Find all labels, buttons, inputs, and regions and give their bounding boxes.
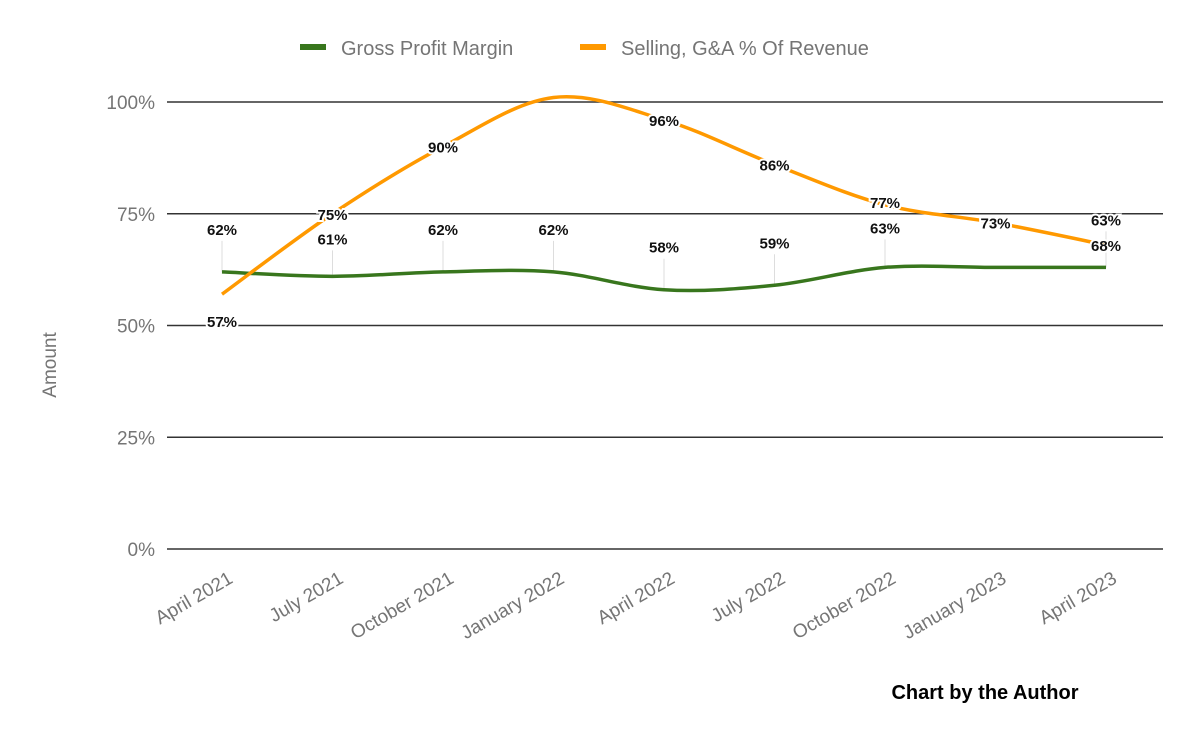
data-label: 77% [870, 195, 900, 212]
data-label: 75% [317, 207, 347, 224]
data-label: 59% [759, 235, 789, 252]
data-label: 90% [428, 140, 458, 157]
data-label: 86% [759, 158, 789, 175]
x-tick-label: January 2022 [458, 568, 568, 644]
x-tick-label: October 2021 [347, 568, 457, 644]
y-tick-label: 100% [106, 93, 155, 114]
gridlines [167, 101, 1163, 550]
series-line-sga-percent [220, 95, 1107, 296]
y-axis-label: Amount [40, 332, 61, 398]
data-label: 63% [870, 220, 900, 237]
data-label: 58% [649, 240, 679, 257]
data-label: 68% [1091, 238, 1121, 255]
data-label: 73% [980, 216, 1010, 233]
x-tick-label: October 2022 [789, 568, 899, 644]
legend-entry: Gross Profit Margin [341, 38, 513, 60]
data-label: 62% [428, 222, 458, 239]
y-tick-label: 25% [117, 428, 155, 449]
x-tick-label: July 2022 [708, 568, 789, 627]
legend-swatch [580, 44, 606, 50]
x-tick-label: April 2021 [152, 568, 237, 629]
data-labels: 62% 61% 62% 62% 58% 59% 63% 63% 57% 75% 90% 96% 86% 7… [205, 111, 1123, 333]
data-label: 62% [538, 222, 568, 239]
x-tick-label: April 2023 [1036, 568, 1121, 629]
chart-annotation: Chart by the Author [891, 682, 1078, 704]
data-label: 57% [207, 314, 237, 331]
y-tick-label: 0% [128, 540, 156, 561]
legend[interactable]: Gross Profit Margin Selling, G&A % Of Rev… [300, 38, 869, 60]
y-tick-label: 50% [117, 317, 155, 338]
legend-swatch [300, 44, 326, 50]
data-label: 63% [1091, 212, 1121, 229]
x-axis-ticks: April 2021 July 2021 October 2021 January 2… [152, 568, 1121, 644]
x-tick-label: July 2021 [266, 568, 347, 627]
x-tick-label: January 2023 [900, 568, 1010, 644]
legend-entry: Selling, G&A % Of Revenue [621, 38, 869, 60]
data-label: 96% [649, 113, 679, 130]
x-tick-label: April 2022 [594, 568, 679, 629]
y-axis-ticks: 0% 25% 50% 75% 100% [106, 93, 155, 561]
data-label: 62% [207, 222, 237, 239]
series-lines [220, 95, 1107, 296]
data-label: 61% [317, 231, 347, 248]
series-line-gross-profit-margin [221, 264, 1106, 293]
label-leader-lines [221, 231, 1107, 290]
y-tick-label: 75% [117, 205, 155, 226]
